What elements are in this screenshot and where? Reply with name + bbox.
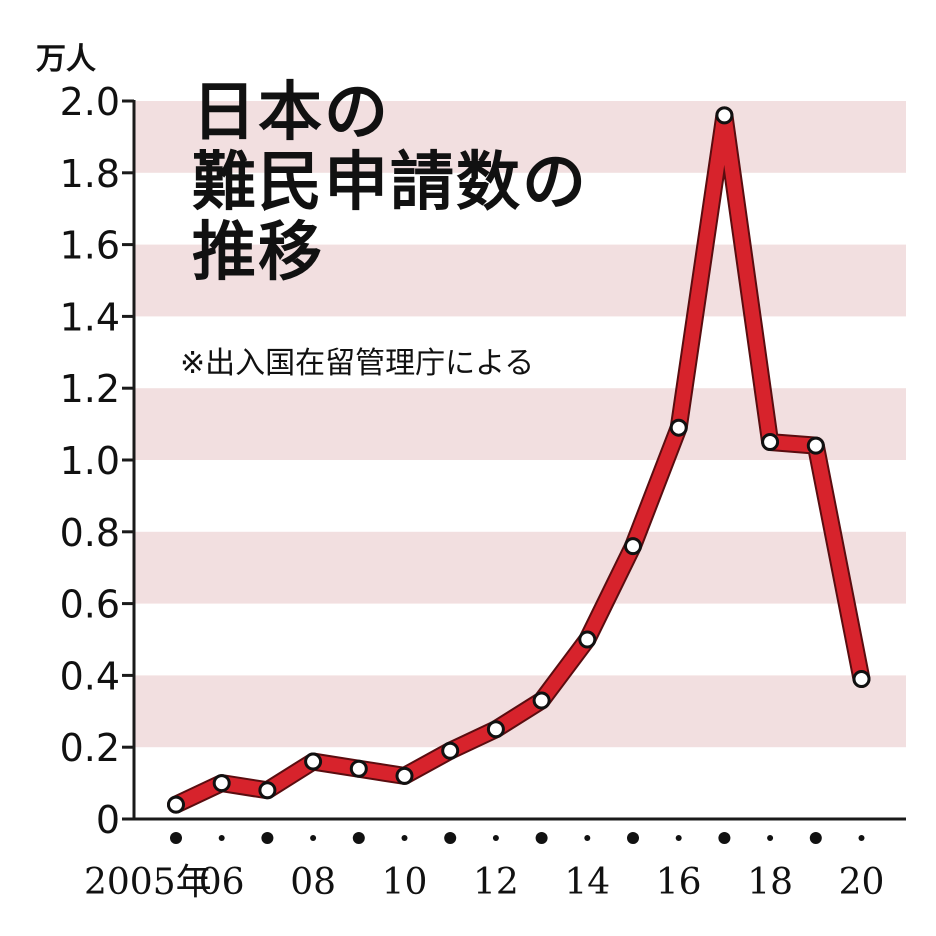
data-point — [441, 741, 460, 760]
data-point — [349, 759, 368, 778]
data-point — [395, 766, 414, 785]
x-tick-dot-minor — [492, 835, 499, 841]
x-tick-dots — [170, 832, 865, 844]
data-point — [258, 781, 277, 800]
grid-band — [134, 244, 906, 317]
data-point — [852, 669, 871, 688]
x-tick-dot-minor — [858, 835, 865, 841]
chart-title-line-1: 日本の — [192, 76, 390, 150]
x-tick-dot-major — [627, 832, 639, 844]
chart-title-line-3: 推移 — [192, 216, 324, 290]
chart-title-line-2: 難民申請数の — [192, 146, 588, 220]
y-tick-label: 0.8 — [60, 511, 120, 555]
y-tick-label: 2.0 — [60, 80, 120, 124]
y-tick-labels: 0 0.2 0.4 0.6 0.8 1.0 1.2 1.4 1.6 1.8 2.0 — [60, 80, 120, 842]
x-tick-label: 2005年 — [84, 862, 212, 903]
background-bands — [134, 101, 906, 748]
data-point — [761, 433, 780, 452]
x-tick-dot-minor — [584, 835, 591, 841]
y-tick-label: 1.8 — [60, 152, 120, 196]
y-tick-label: 0.4 — [60, 654, 120, 698]
y-tick-label: 0.6 — [60, 583, 120, 627]
y-tick-label: 0 — [96, 798, 120, 842]
y-tick-label: 1.4 — [60, 295, 120, 339]
x-tick-dot-minor — [310, 835, 317, 841]
y-tick-label: 1.6 — [60, 224, 120, 268]
data-point — [212, 774, 231, 793]
data-point — [624, 537, 642, 556]
data-point — [532, 691, 551, 710]
x-tick-label: 14 — [564, 862, 610, 903]
source-note: ※出入国在留管理庁による — [180, 346, 535, 381]
data-point — [806, 436, 825, 455]
x-tick-dot-minor — [675, 835, 682, 841]
x-tick-label: 06 — [199, 862, 245, 903]
y-tick-label: 1.0 — [60, 439, 120, 483]
x-tick-dot-minor — [401, 835, 408, 841]
grid-band — [134, 531, 906, 604]
x-tick-label: 18 — [747, 862, 793, 903]
x-tick-dot-major — [535, 832, 548, 844]
data-points — [167, 106, 871, 814]
data-point — [578, 630, 597, 649]
grid-band — [134, 101, 906, 173]
x-tick-dot-major — [809, 832, 822, 844]
x-tick-dot-major — [444, 832, 457, 844]
x-tick-dot-major — [718, 832, 731, 844]
x-tick-dot-major — [352, 832, 365, 844]
y-tick-label: 0.2 — [60, 726, 120, 770]
x-tick-label: 20 — [839, 862, 885, 903]
y-tick-label: 1.2 — [60, 367, 120, 411]
data-point — [486, 720, 505, 739]
x-tick-label: 08 — [290, 862, 336, 903]
axes — [122, 99, 906, 821]
x-tick-dot-minor — [218, 835, 225, 841]
series-line-path — [169, 108, 869, 812]
x-tick-dot-major — [170, 832, 182, 844]
x-tick-dot-minor — [767, 835, 774, 841]
series-line — [167, 106, 871, 814]
x-tick-dot-major — [261, 832, 274, 844]
chart-title: 日本の 難民申請数の 推移 — [192, 78, 588, 288]
data-point — [715, 106, 734, 125]
data-point — [167, 795, 185, 814]
x-tick-label: 12 — [473, 862, 519, 903]
data-point — [304, 752, 323, 771]
x-tick-label: 10 — [382, 862, 428, 903]
y-axis-unit-label: 万人 — [36, 42, 96, 77]
data-point — [669, 418, 688, 437]
x-tick-label: 16 — [656, 862, 702, 903]
